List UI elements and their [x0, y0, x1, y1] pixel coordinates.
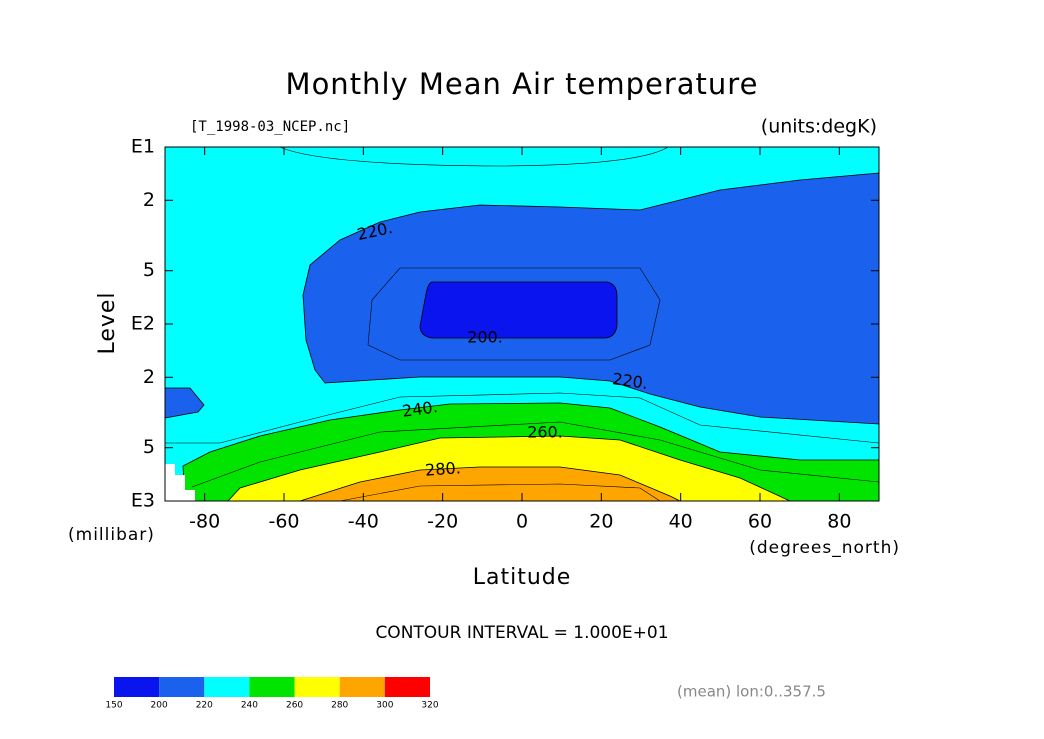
colorbar-swatch: [384, 677, 430, 697]
colorbar-label: 220: [196, 701, 213, 711]
y-axis-label: Level: [95, 291, 120, 354]
contour-interval: CONTOUR INTERVAL = 1.000E+01: [375, 623, 668, 643]
missing-cell: [165, 490, 195, 501]
contour-line: [367, 267, 661, 361]
x-tick-label: 0: [516, 511, 528, 533]
colorbar-label: 300: [376, 701, 393, 711]
colorbar-swatch: [294, 677, 340, 697]
y-units: (millibar): [68, 525, 155, 545]
colorbar-swatch: [339, 677, 385, 697]
colorbar-label: 260: [286, 701, 303, 711]
contour-label: 280.: [424, 458, 461, 479]
colorbar-label: 150: [105, 701, 122, 711]
colorbar-label: 200: [151, 701, 168, 711]
contour-label: 260.: [527, 423, 563, 442]
missing-cell: [165, 475, 185, 490]
y-tick-label: 5: [143, 436, 155, 458]
y-tick-label: 5: [143, 259, 155, 281]
contour-line: [339, 483, 661, 502]
region: [299, 466, 681, 502]
x-tick-label: -40: [348, 511, 379, 533]
colorbar-swatch: [249, 677, 295, 697]
contour-label: 240.: [401, 397, 439, 421]
colorbar-swatch: [204, 677, 250, 697]
contour-fill: [164, 146, 880, 502]
contour-line: [279, 146, 669, 167]
contour-line: [191, 421, 880, 488]
contour-line: [165, 392, 880, 444]
footnote: (mean) lon:0..357.5: [677, 683, 826, 701]
y-tick-label: 2: [143, 189, 155, 211]
x-tick-label: -20: [427, 511, 458, 533]
x-tick-label: 80: [827, 511, 851, 533]
x-tick-label: 60: [748, 511, 772, 533]
x-axis-label: Latitude: [473, 565, 572, 590]
x-units: (degrees_north): [749, 538, 900, 558]
colorbar-label: 240: [241, 701, 258, 711]
colorbar-label: 320: [421, 701, 438, 711]
source-label: [T_1998-03_NCEP.nc]: [190, 119, 350, 135]
y-tick-label: E2: [131, 313, 155, 335]
missing-cell: [165, 464, 175, 475]
colorbar-label: 280: [331, 701, 348, 711]
contour-label: 200.: [467, 328, 503, 347]
colorbar-swatch: [159, 677, 205, 697]
x-tick-label: 20: [589, 511, 613, 533]
chart-title: Monthly Mean Air temperature: [286, 67, 759, 101]
x-tick-label: -80: [189, 511, 220, 533]
region: [419, 281, 618, 339]
y-tick-label: E1: [131, 136, 155, 158]
y-tick-label: 2: [143, 366, 155, 388]
y-tick-label: E3: [131, 490, 155, 512]
x-tick-label: -60: [268, 511, 299, 533]
contour-label: 220.: [611, 369, 649, 393]
colorbar-swatch: [114, 677, 160, 697]
x-tick-label: 40: [669, 511, 693, 533]
units-label: (units:degK): [761, 116, 877, 138]
